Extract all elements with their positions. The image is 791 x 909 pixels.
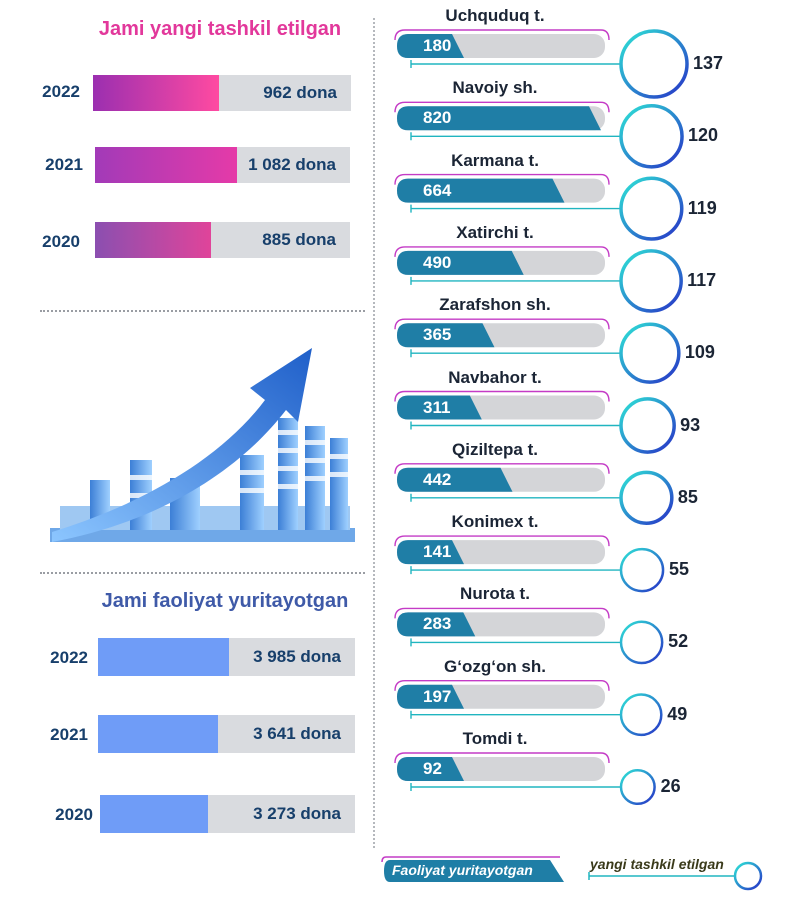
district-label: Nurota t. xyxy=(460,584,530,604)
year-bar-value: 3 985 dona xyxy=(253,647,341,666)
year-bar: 3 273 dona xyxy=(100,795,355,833)
year-bar-value: 885 dona xyxy=(262,230,336,249)
year-bar-fill xyxy=(95,147,237,183)
year-bar-fill xyxy=(93,75,220,111)
year-bar-fill xyxy=(100,795,208,833)
year-bar-value: 3 273 dona xyxy=(253,804,341,823)
year-bar-value: 3 641 dona xyxy=(253,724,341,743)
connector-line xyxy=(410,566,621,575)
horizontal-divider-top xyxy=(40,310,365,312)
year-bar: 3 985 dona xyxy=(98,638,355,676)
operating-value: 490 xyxy=(423,252,452,272)
legend-new-swatch xyxy=(588,861,763,891)
new-established-circle xyxy=(619,470,674,525)
year-bar-fill xyxy=(98,638,229,676)
connector-line xyxy=(410,276,621,285)
new-established-circle xyxy=(619,547,665,593)
year-bar: 962 dona xyxy=(93,75,351,111)
operating-value: 141 xyxy=(423,542,452,562)
connector-line xyxy=(410,132,621,141)
new-established-circle xyxy=(619,768,656,806)
operating-value: 92 xyxy=(423,759,442,778)
connector-line xyxy=(410,60,621,68)
operating-bar xyxy=(397,467,513,492)
operating-value: 664 xyxy=(423,180,452,200)
new-established-value: 52 xyxy=(668,631,689,652)
year-label: 2021 xyxy=(50,725,88,744)
year-bar-fill xyxy=(98,715,218,753)
connector-line xyxy=(410,349,621,358)
district-label: Qiziltepa t. xyxy=(452,439,538,459)
new-established-value: 137 xyxy=(693,53,724,73)
district-label: Navbahor t. xyxy=(448,367,542,387)
connector-line xyxy=(410,421,621,430)
year-label: 2022 xyxy=(50,648,88,667)
year-label: 2022 xyxy=(42,82,80,101)
new-established-value: 120 xyxy=(688,125,719,146)
operating-value: 283 xyxy=(423,614,452,634)
year-bar: 885 dona xyxy=(95,222,350,258)
district-label: Xatirchi t. xyxy=(456,222,534,242)
new-established-value: 26 xyxy=(660,776,681,796)
new-established-circle xyxy=(619,104,684,169)
new-established-value: 49 xyxy=(667,703,688,724)
year-bar: 1 082 dona xyxy=(95,147,350,183)
operating-value: 197 xyxy=(423,686,452,706)
district-label: Uchquduq t. xyxy=(445,6,545,25)
legend-operating-label: Faoliyat yuritayotgan xyxy=(392,862,533,878)
new-established-value: 109 xyxy=(684,342,715,363)
growth-arrow-icon xyxy=(52,348,312,542)
legend-new-label: yangi tashkil etilgan xyxy=(590,856,724,872)
year-bar-value: 962 dona xyxy=(263,83,337,102)
connector-line xyxy=(410,638,621,647)
year-bar-fill xyxy=(95,222,212,258)
district-label: Zarafshon sh. xyxy=(439,295,551,315)
new-established-title: Jami yangi tashkil etilgan xyxy=(98,18,342,40)
new-established-circle xyxy=(619,322,681,384)
new-established-circle xyxy=(619,620,664,665)
operating-value: 180 xyxy=(423,36,452,55)
district-label: Konimex t. xyxy=(451,512,539,532)
operating-title: Jami faoliyat yuritayotgan xyxy=(101,590,349,612)
district-label: Karmana t. xyxy=(451,150,539,170)
new-established-circle xyxy=(619,693,663,737)
connector-line xyxy=(410,204,621,213)
new-established-circle xyxy=(619,29,689,99)
new-established-circle xyxy=(619,249,683,313)
operating-value: 820 xyxy=(423,108,452,128)
operating-value: 311 xyxy=(423,397,451,417)
operating-value: 442 xyxy=(423,469,452,489)
horizontal-divider-bottom xyxy=(40,572,365,574)
operating-bar xyxy=(397,250,524,275)
year-label: 2020 xyxy=(55,805,93,824)
district-label: Navoiy sh. xyxy=(452,78,538,98)
year-bar: 3 641 dona xyxy=(98,715,355,753)
new-established-value: 93 xyxy=(680,414,701,435)
year-label: 2020 xyxy=(42,232,80,251)
legend-operating-swatch xyxy=(381,856,564,882)
new-established-value: 117 xyxy=(687,269,717,290)
operating-value: 365 xyxy=(423,325,452,345)
growth-illustration xyxy=(50,348,355,542)
connector-line xyxy=(410,710,621,719)
new-established-value: 119 xyxy=(687,197,717,218)
vertical-divider xyxy=(373,18,375,848)
new-established-circle xyxy=(619,397,676,454)
year-label: 2021 xyxy=(45,155,83,174)
connector-line xyxy=(410,493,621,502)
district-label: G‘ozg‘on sh. xyxy=(444,656,546,676)
new-established-circle xyxy=(619,176,684,241)
new-established-value: 85 xyxy=(677,486,698,507)
district-label: Tomdi t. xyxy=(462,729,528,748)
connector-line xyxy=(410,783,621,791)
year-bar-value: 1 082 dona xyxy=(248,155,336,174)
new-established-value: 55 xyxy=(669,559,690,580)
